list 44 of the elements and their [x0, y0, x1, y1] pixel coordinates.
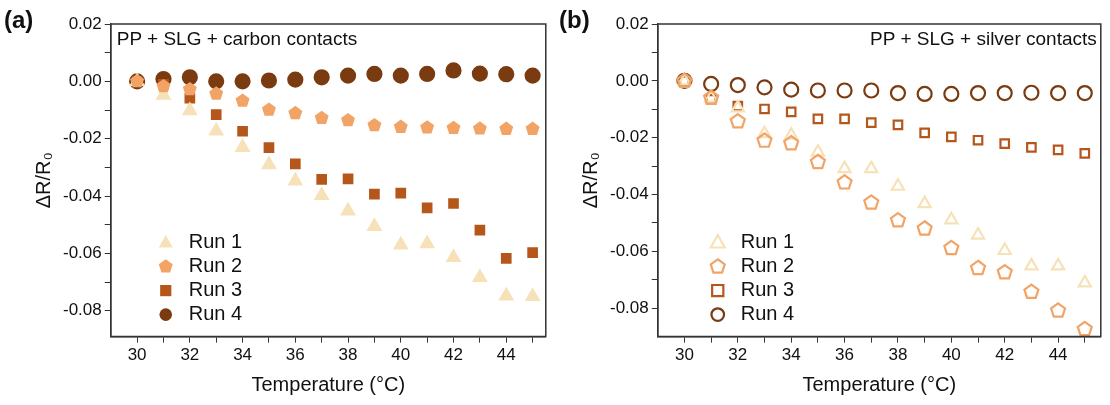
chart-title: PP + SLG + carbon contacts: [116, 27, 358, 49]
legend-label: Run 2: [188, 254, 243, 277]
y-tick-label: -0.08: [63, 300, 102, 320]
x-tick-label: 42: [995, 345, 1015, 365]
x-tick-label: 42: [444, 345, 463, 365]
chart-title: PP + SLG + silver contacts: [870, 27, 1097, 49]
y-tick-label: -0.02: [610, 127, 649, 147]
x-tick-label: 44: [1048, 345, 1068, 365]
legend-label: Run 3: [740, 278, 795, 301]
legend-label: Run 4: [740, 302, 795, 325]
x-tick-label: 34: [233, 345, 253, 365]
y-axis-title: ΔR/R₀: [578, 152, 601, 209]
y-tick-label: 0.00: [615, 70, 649, 90]
x-tick-label: 34: [781, 345, 801, 365]
y-tick-label: 0.00: [68, 71, 102, 91]
legend-label: Run 1: [740, 230, 795, 253]
x-tick-label: 30: [674, 345, 694, 365]
x-tick-label: 40: [391, 345, 411, 365]
legend-label: Run 3: [188, 278, 243, 301]
legend-label: Run 4: [188, 302, 243, 325]
y-tick-label: -0.04: [63, 185, 102, 205]
y-tick-label: -0.06: [63, 243, 102, 263]
x-tick-label: 32: [728, 345, 748, 365]
x-tick-label: 36: [835, 345, 855, 365]
y-tick-label: 0.02: [615, 13, 649, 33]
y-tick-label: -0.02: [63, 128, 102, 148]
x-tick-label: 30: [127, 345, 147, 365]
x-axis-title: Temperature (°C): [802, 372, 957, 395]
text: (a): [4, 6, 34, 34]
y-tick-label: -0.08: [610, 297, 649, 317]
x-tick-label: 38: [888, 345, 908, 365]
y-tick-label: -0.04: [610, 184, 649, 204]
legend-label: Run 2: [740, 254, 795, 277]
x-tick-label: 32: [180, 345, 200, 365]
x-tick-label: 38: [338, 345, 358, 365]
x-tick-label: 36: [285, 345, 305, 365]
y-tick-label: -0.06: [610, 241, 649, 261]
x-tick-label: 44: [496, 345, 516, 365]
text: (b): [559, 6, 590, 34]
x-tick-label: 40: [941, 345, 961, 365]
y-axis-title: ΔR/R₀: [31, 152, 54, 209]
x-axis-title: Temperature (°C): [251, 372, 406, 395]
legend-label: Run 1: [188, 230, 243, 253]
y-tick-label: 0.02: [68, 13, 102, 33]
